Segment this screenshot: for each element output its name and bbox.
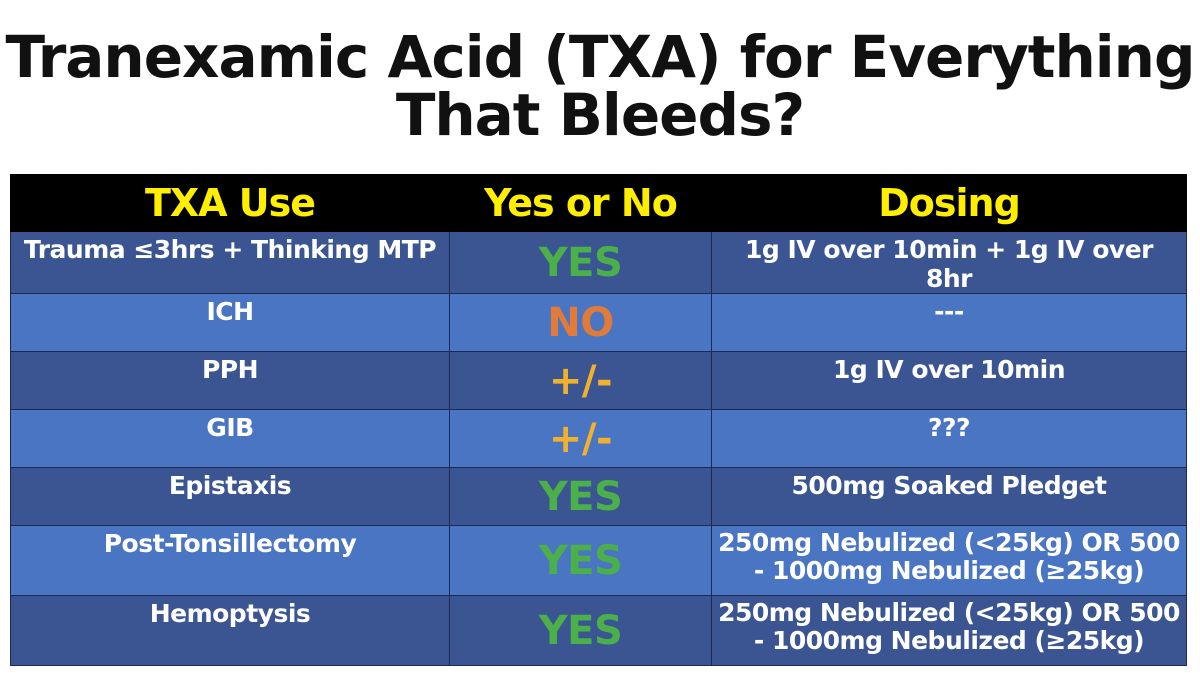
- use-cell: GIB: [10, 409, 450, 468]
- use-cell: ICH: [10, 293, 450, 352]
- use-cell: Epistaxis: [10, 467, 450, 526]
- table-row: Trauma ≤3hrs + Thinking MTP YES 1g IV ov…: [10, 231, 1187, 294]
- dosing-cell: 250mg Nebulized (<25kg) OR 500 - 1000mg …: [711, 595, 1187, 666]
- table-row: ICH NO ---: [10, 293, 1187, 352]
- table-header-row: TXA Use Yes or No Dosing: [10, 174, 1187, 232]
- table-row: Hemoptysis YES 250mg Nebulized (<25kg) O…: [10, 595, 1187, 666]
- use-cell: PPH: [10, 351, 450, 410]
- answer-cell: +/-: [449, 351, 712, 410]
- use-cell: Hemoptysis: [10, 595, 450, 666]
- table-row: PPH +/- 1g IV over 10min: [10, 351, 1187, 410]
- txa-table: TXA Use Yes or No Dosing Trauma ≤3hrs + …: [10, 174, 1187, 666]
- use-cell: Post-Tonsillectomy: [10, 525, 450, 596]
- header-txa-use: TXA Use: [10, 174, 450, 232]
- answer-cell: YES: [449, 525, 712, 596]
- answer-cell: YES: [449, 595, 712, 666]
- use-cell: Trauma ≤3hrs + Thinking MTP: [10, 231, 450, 294]
- table-row: Epistaxis YES 500mg Soaked Pledget: [10, 467, 1187, 526]
- answer-cell: YES: [449, 467, 712, 526]
- title-line-1: Tranexamic Acid (TXA) for Everything: [5, 23, 1196, 91]
- table-row: Post-Tonsillectomy YES 250mg Nebulized (…: [10, 525, 1187, 596]
- header-yes-or-no: Yes or No: [449, 174, 712, 232]
- dosing-cell: ---: [711, 293, 1187, 352]
- dosing-cell: 250mg Nebulized (<25kg) OR 500 - 1000mg …: [711, 525, 1187, 596]
- dosing-cell: ???: [711, 409, 1187, 468]
- answer-cell: +/-: [449, 409, 712, 468]
- dosing-cell: 500mg Soaked Pledget: [711, 467, 1187, 526]
- dosing-cell: 1g IV over 10min: [711, 351, 1187, 410]
- page-title: Tranexamic Acid (TXA) for Everything Tha…: [0, 28, 1200, 144]
- answer-cell: YES: [449, 231, 712, 294]
- header-dosing: Dosing: [711, 174, 1187, 232]
- table-row: GIB +/- ???: [10, 409, 1187, 468]
- title-line-2: That Bleeds?: [395, 81, 805, 149]
- dosing-cell: 1g IV over 10min + 1g IV over 8hr: [711, 231, 1187, 294]
- answer-cell: NO: [449, 293, 712, 352]
